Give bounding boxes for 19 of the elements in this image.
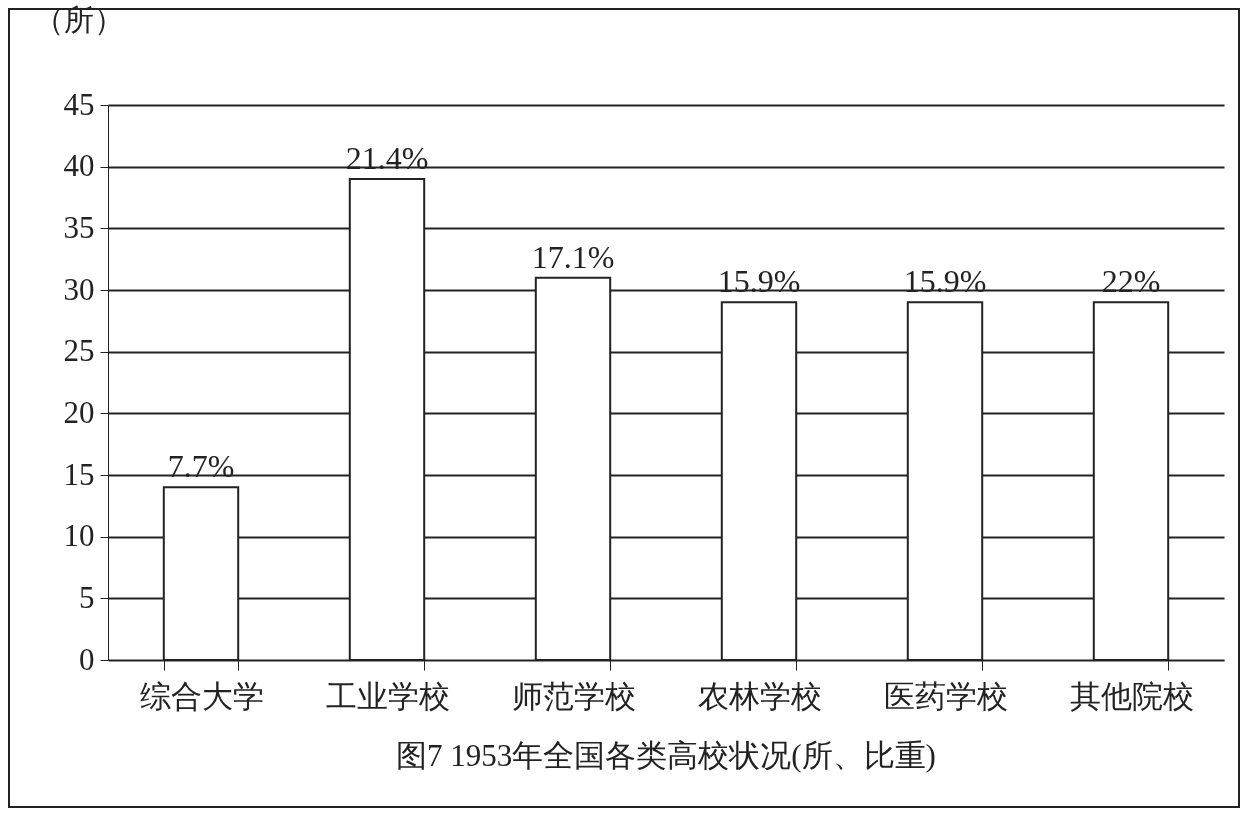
x-tick-label: 农林学校 — [697, 678, 822, 714]
y-tick-label: 5 — [79, 579, 95, 615]
y-tick-label: 35 — [63, 209, 95, 245]
y-tick-label: 40 — [63, 148, 95, 184]
text: 图7 1953年全国各类高校状况(所、比重) — [396, 738, 936, 773]
y-tick-label: 45 — [63, 86, 95, 122]
x-tick-label: 师范学校 — [511, 678, 636, 714]
x-tick-label: 工业学校 — [325, 678, 450, 714]
x-tick-label: 医药学校 — [883, 678, 1008, 714]
y-tick-label: 25 — [63, 333, 95, 369]
y-tick-label: 20 — [63, 394, 95, 430]
y-tick-label: 10 — [63, 518, 95, 554]
annotation: 7.7% — [167, 448, 235, 485]
y-tick-label: 30 — [63, 271, 95, 307]
annotation: 17.1% — [531, 238, 615, 275]
y-tick-label: 0 — [79, 641, 95, 677]
y-tick-label: 15 — [63, 456, 95, 492]
x-tick-label: 综合大学 — [139, 678, 264, 714]
x-tick-label: 其他院校 — [1069, 678, 1194, 714]
